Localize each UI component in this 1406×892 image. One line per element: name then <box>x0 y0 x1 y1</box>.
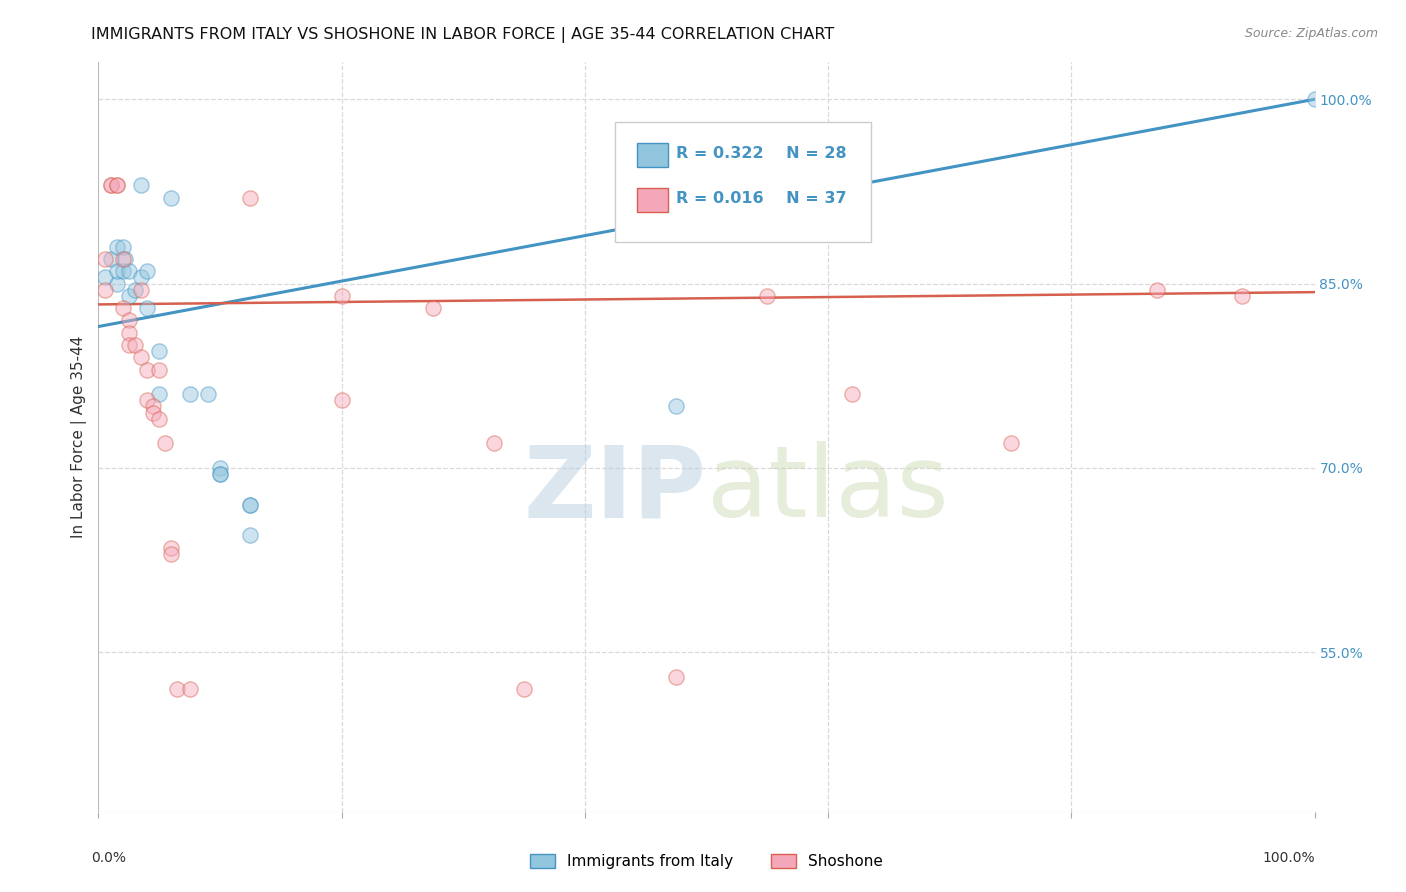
Point <box>179 681 201 696</box>
Point <box>105 178 128 193</box>
Point <box>105 264 128 278</box>
Text: R = 0.016    N = 37: R = 0.016 N = 37 <box>676 191 846 206</box>
Point <box>1146 283 1168 297</box>
Point <box>105 277 128 291</box>
Point <box>118 313 141 327</box>
Text: 100.0%: 100.0% <box>1263 851 1315 865</box>
Point <box>118 326 141 340</box>
Point <box>129 178 152 193</box>
Point <box>129 350 152 364</box>
Point <box>209 467 232 481</box>
Text: ZIP: ZIP <box>523 441 707 538</box>
Point <box>111 301 134 315</box>
Point <box>1000 436 1022 450</box>
Point <box>124 338 146 352</box>
Point <box>209 467 232 481</box>
Text: atlas: atlas <box>707 441 948 538</box>
Point <box>1303 92 1326 106</box>
Point <box>129 270 152 285</box>
Point <box>1230 289 1253 303</box>
Point <box>124 283 146 297</box>
Point <box>330 393 353 408</box>
Text: 0.0%: 0.0% <box>91 851 127 865</box>
Point <box>155 436 177 450</box>
Point <box>129 283 152 297</box>
Point <box>100 252 122 266</box>
Point <box>136 393 159 408</box>
Text: IMMIGRANTS FROM ITALY VS SHOSHONE IN LABOR FORCE | AGE 35-44 CORRELATION CHART: IMMIGRANTS FROM ITALY VS SHOSHONE IN LAB… <box>91 27 835 43</box>
Y-axis label: In Labor Force | Age 35-44: In Labor Force | Age 35-44 <box>72 336 87 538</box>
Point <box>100 178 122 193</box>
Point <box>160 547 183 561</box>
Point <box>93 283 115 297</box>
Point <box>209 460 232 475</box>
Point <box>105 240 128 254</box>
Point <box>93 252 115 266</box>
Point <box>841 387 863 401</box>
Point <box>513 681 536 696</box>
Point <box>166 681 188 696</box>
Point <box>111 264 134 278</box>
Point <box>105 178 128 193</box>
Point <box>148 411 170 425</box>
Point <box>665 400 688 414</box>
FancyBboxPatch shape <box>637 144 668 168</box>
Point <box>239 190 262 204</box>
FancyBboxPatch shape <box>637 188 668 212</box>
Point <box>422 301 444 315</box>
Point <box>756 289 779 303</box>
Point <box>142 405 165 419</box>
Legend: Immigrants from Italy, Shoshone: Immigrants from Italy, Shoshone <box>524 848 889 875</box>
Point <box>239 528 262 542</box>
Point <box>136 301 159 315</box>
Point <box>482 436 505 450</box>
FancyBboxPatch shape <box>616 122 870 243</box>
Point <box>100 178 122 193</box>
Point <box>160 541 183 555</box>
Point <box>239 498 262 512</box>
Point <box>118 289 141 303</box>
Text: R = 0.322    N = 28: R = 0.322 N = 28 <box>676 146 846 161</box>
Point <box>142 400 165 414</box>
Point <box>179 387 201 401</box>
Point <box>93 270 115 285</box>
Point <box>197 387 219 401</box>
Point <box>665 670 688 684</box>
Point <box>239 498 262 512</box>
Point <box>148 387 170 401</box>
Point <box>118 338 141 352</box>
Point <box>330 289 353 303</box>
Point <box>160 190 183 204</box>
Point <box>136 362 159 376</box>
Point <box>111 252 134 266</box>
Text: Source: ZipAtlas.com: Source: ZipAtlas.com <box>1244 27 1378 40</box>
Point <box>114 252 136 266</box>
Point <box>136 264 159 278</box>
Point <box>148 344 170 359</box>
Point <box>111 240 134 254</box>
Point <box>148 362 170 376</box>
Point <box>118 264 141 278</box>
